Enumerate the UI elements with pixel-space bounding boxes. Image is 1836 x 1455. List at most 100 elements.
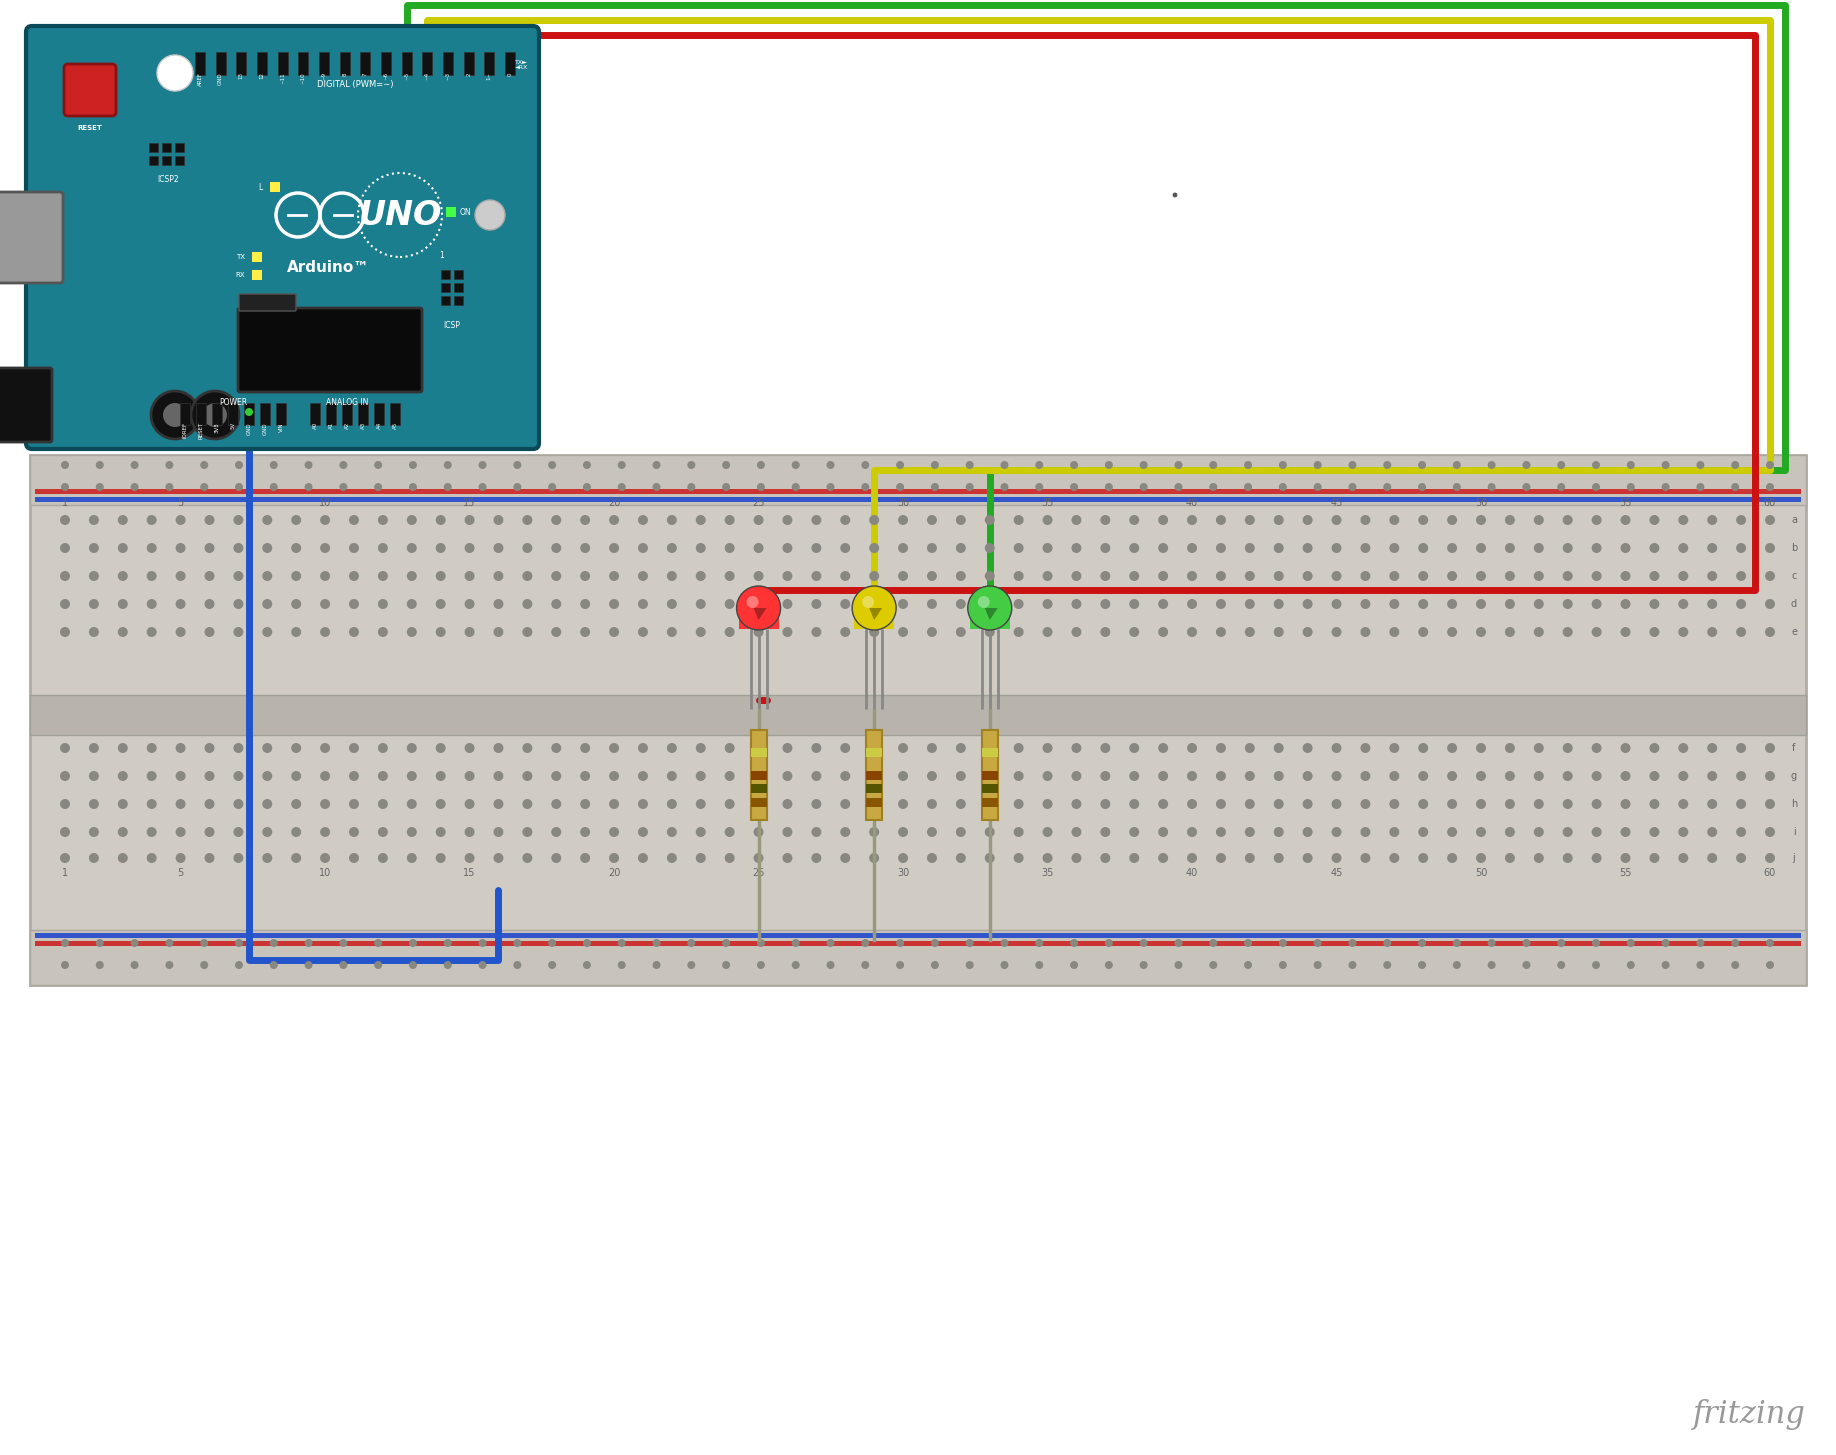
Circle shape (435, 853, 446, 863)
Circle shape (1417, 938, 1427, 947)
Circle shape (1072, 599, 1081, 610)
Circle shape (1129, 744, 1138, 754)
Circle shape (523, 744, 532, 754)
Circle shape (1360, 826, 1370, 837)
Bar (505, 52, 516, 76)
Bar (358, 403, 367, 425)
Bar (382, 52, 391, 76)
Circle shape (176, 799, 185, 809)
Circle shape (165, 483, 173, 490)
Text: 3V3: 3V3 (215, 422, 220, 432)
Circle shape (1417, 744, 1428, 754)
Circle shape (319, 826, 330, 837)
Circle shape (95, 461, 105, 469)
Bar (196, 403, 206, 425)
Text: g: g (1790, 771, 1797, 781)
Circle shape (979, 597, 990, 608)
Circle shape (1129, 853, 1138, 863)
Circle shape (61, 938, 70, 947)
Circle shape (1302, 826, 1313, 837)
Circle shape (1383, 461, 1392, 469)
Circle shape (1621, 771, 1630, 781)
Circle shape (580, 543, 589, 553)
Circle shape (263, 570, 272, 581)
Circle shape (1662, 960, 1669, 969)
Text: 55: 55 (1619, 498, 1632, 508)
Circle shape (666, 826, 677, 837)
Circle shape (868, 515, 879, 525)
Circle shape (465, 627, 474, 637)
Circle shape (349, 799, 360, 809)
Circle shape (409, 461, 417, 469)
Circle shape (1557, 461, 1566, 469)
Circle shape (1360, 543, 1370, 553)
Circle shape (1043, 771, 1052, 781)
Circle shape (319, 627, 330, 637)
Circle shape (966, 461, 973, 469)
Circle shape (1013, 570, 1024, 581)
Text: fritzing: fritzing (1693, 1400, 1807, 1430)
Circle shape (408, 771, 417, 781)
Circle shape (1562, 515, 1573, 525)
Circle shape (1766, 938, 1774, 947)
Circle shape (349, 826, 360, 837)
Circle shape (551, 599, 562, 610)
Circle shape (984, 771, 995, 781)
Circle shape (435, 599, 446, 610)
Circle shape (1313, 960, 1322, 969)
Circle shape (1592, 744, 1601, 754)
Circle shape (292, 599, 301, 610)
Circle shape (151, 391, 198, 439)
Circle shape (927, 799, 936, 809)
Circle shape (494, 627, 503, 637)
Circle shape (270, 960, 277, 969)
Circle shape (61, 853, 70, 863)
Circle shape (1557, 483, 1566, 490)
Circle shape (292, 570, 301, 581)
Circle shape (868, 853, 879, 863)
Circle shape (1649, 826, 1660, 837)
Bar (180, 403, 189, 425)
Circle shape (1506, 543, 1515, 553)
Circle shape (896, 960, 903, 969)
Circle shape (1678, 627, 1689, 637)
Circle shape (95, 960, 105, 969)
Text: AREF: AREF (198, 71, 202, 86)
Circle shape (88, 853, 99, 863)
Circle shape (95, 938, 105, 947)
Circle shape (147, 799, 156, 809)
Circle shape (861, 461, 868, 469)
Circle shape (898, 853, 909, 863)
Circle shape (61, 461, 70, 469)
Circle shape (378, 771, 387, 781)
Circle shape (319, 599, 330, 610)
Circle shape (1245, 799, 1254, 809)
Circle shape (1383, 483, 1392, 490)
Circle shape (319, 744, 330, 754)
Circle shape (1592, 515, 1601, 525)
Circle shape (61, 744, 70, 754)
Circle shape (1766, 483, 1774, 490)
Circle shape (551, 799, 562, 809)
Circle shape (753, 799, 764, 809)
Bar (982, 784, 997, 793)
Circle shape (176, 599, 185, 610)
Circle shape (61, 570, 70, 581)
Circle shape (465, 515, 474, 525)
Circle shape (118, 853, 129, 863)
Circle shape (1100, 853, 1111, 863)
Circle shape (523, 799, 532, 809)
Circle shape (1100, 826, 1111, 837)
Circle shape (1100, 771, 1111, 781)
Circle shape (725, 744, 734, 754)
Circle shape (1476, 853, 1485, 863)
Circle shape (551, 853, 562, 863)
Circle shape (725, 627, 734, 637)
Circle shape (1001, 938, 1008, 947)
Circle shape (551, 570, 562, 581)
Circle shape (1522, 960, 1531, 969)
Circle shape (1302, 599, 1313, 610)
Circle shape (1562, 543, 1573, 553)
Circle shape (1274, 543, 1283, 553)
Circle shape (1649, 515, 1660, 525)
